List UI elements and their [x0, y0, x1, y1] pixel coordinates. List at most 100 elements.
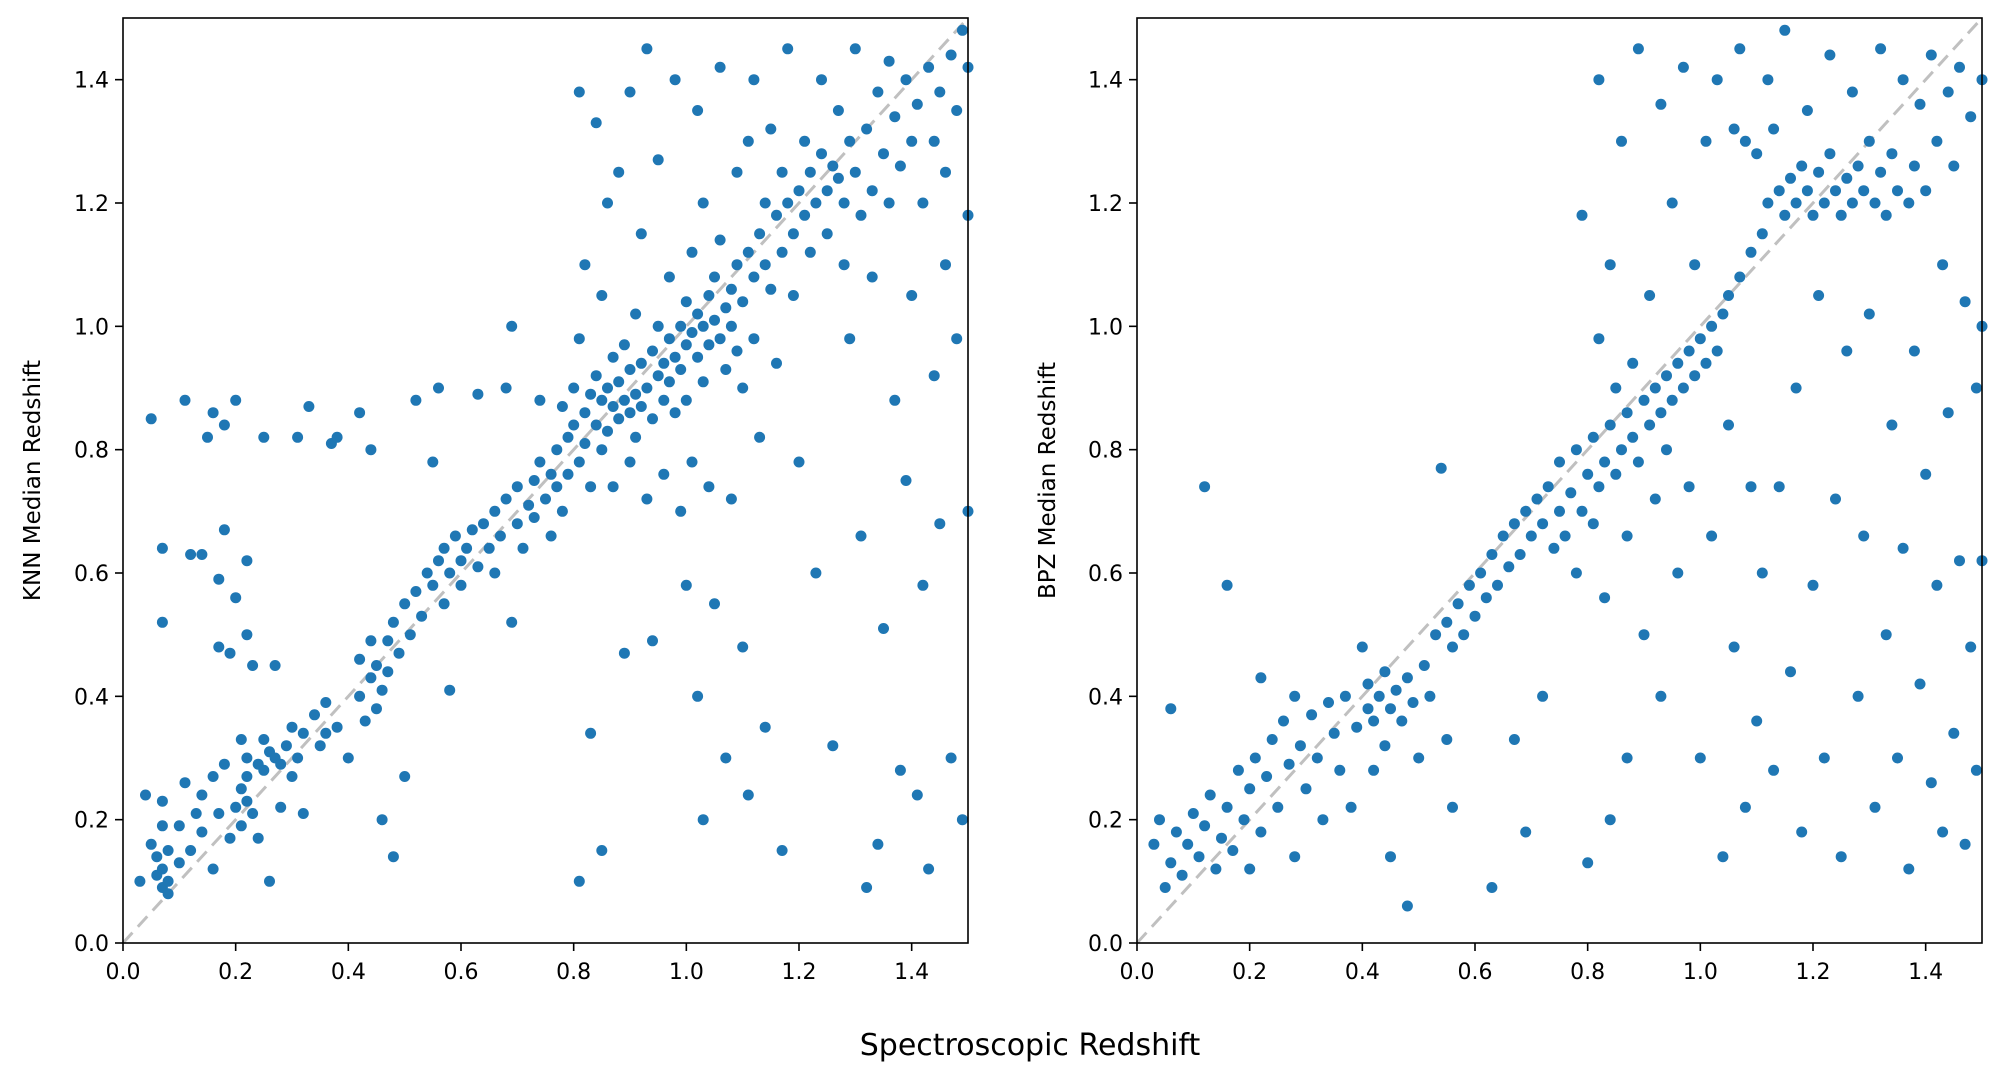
data-point [590, 117, 602, 129]
data-point [399, 598, 411, 610]
data-point [855, 209, 867, 221]
data-point [545, 530, 557, 542]
data-point [156, 863, 168, 875]
data-point [1576, 209, 1588, 221]
data-point [810, 567, 822, 579]
data-point [810, 197, 822, 209]
data-point [1582, 857, 1594, 869]
data-point [1655, 407, 1667, 419]
data-point [1176, 869, 1188, 881]
data-point [489, 505, 501, 517]
data-point [427, 579, 439, 591]
data-point [354, 407, 366, 419]
data-point [173, 857, 185, 869]
data-point [1937, 826, 1949, 838]
data-point [686, 327, 698, 338]
data-point [438, 598, 450, 610]
data-point [213, 573, 225, 585]
x-tick-label: 1.0 [669, 960, 704, 985]
data-point [1255, 826, 1267, 838]
data-point [883, 197, 895, 209]
data-point [1824, 49, 1836, 61]
data-point [725, 283, 737, 295]
data-point [911, 789, 923, 801]
identity-reference-line [1135, 16, 1984, 945]
data-point [1779, 24, 1791, 36]
data-point [1920, 185, 1932, 197]
data-point [652, 320, 664, 332]
data-point [573, 333, 585, 345]
data-point [371, 660, 382, 671]
data-point [1283, 758, 1295, 770]
data-point [669, 351, 681, 363]
data-point [1728, 123, 1740, 135]
data-point [917, 197, 929, 209]
data-point [883, 55, 895, 67]
data-point [1649, 493, 1661, 505]
x-tick-label: 0.6 [1458, 960, 1493, 985]
data-point [224, 832, 236, 844]
data-point [1801, 185, 1813, 197]
data-point [1689, 259, 1701, 271]
data-point [1508, 734, 1520, 745]
data-point [675, 505, 687, 517]
data-point [1632, 43, 1644, 55]
data-point [748, 271, 760, 283]
data-point [151, 851, 163, 863]
data-point [573, 875, 585, 887]
data-point [928, 135, 940, 147]
bpz-scatter-panel: 0.0 0.2 0.4 0.6 0.8 1.0 1.2 1.4 0.0 0.2 0.4 0.6 0.8 1… [1035, 16, 1988, 985]
data-point [737, 296, 749, 308]
data-point [742, 135, 754, 147]
data-point [1796, 160, 1808, 172]
y-tick-label: 0.2 [1088, 809, 1123, 834]
data-point [658, 357, 670, 369]
data-point [1903, 863, 1915, 875]
data-point [1520, 505, 1532, 517]
data-point [511, 481, 523, 493]
data-point [613, 413, 625, 425]
data-point [714, 61, 726, 73]
data-point [1379, 740, 1391, 752]
data-point [444, 684, 456, 696]
data-point [1593, 333, 1605, 345]
y-tick-label: 0.6 [74, 562, 109, 587]
data-point [1863, 308, 1875, 320]
data-point [1734, 271, 1746, 283]
data-point [1830, 493, 1841, 505]
data-point [849, 166, 861, 178]
data-point [1773, 481, 1785, 493]
data-point [771, 357, 782, 369]
data-point [1700, 357, 1712, 369]
data-point [416, 610, 428, 622]
data-point [596, 444, 608, 456]
data-point [500, 382, 512, 394]
data-point [1306, 709, 1318, 721]
data-point [1796, 826, 1808, 838]
data-point [658, 394, 670, 406]
data-point [1323, 697, 1334, 708]
data-point [923, 61, 935, 73]
data-point [731, 259, 743, 271]
data-point [1790, 197, 1802, 209]
data-point [1210, 863, 1222, 875]
data-point [658, 468, 670, 480]
data-point [1689, 370, 1701, 382]
data-point [1677, 61, 1689, 73]
data-point [1869, 197, 1881, 209]
data-point [663, 271, 675, 283]
data-point [1165, 703, 1177, 715]
data-point [1266, 734, 1278, 745]
data-point [1903, 197, 1915, 209]
data-point [1272, 801, 1284, 813]
data-point [1638, 629, 1650, 641]
y-tick-label: 1.2 [1088, 192, 1123, 217]
identity-reference-line [121, 16, 970, 945]
data-point [1486, 882, 1498, 893]
data-point [354, 690, 366, 702]
data-point [934, 86, 946, 98]
data-point [934, 518, 946, 530]
data-point [1345, 801, 1357, 813]
data-point [218, 419, 230, 431]
data-point [866, 185, 878, 197]
